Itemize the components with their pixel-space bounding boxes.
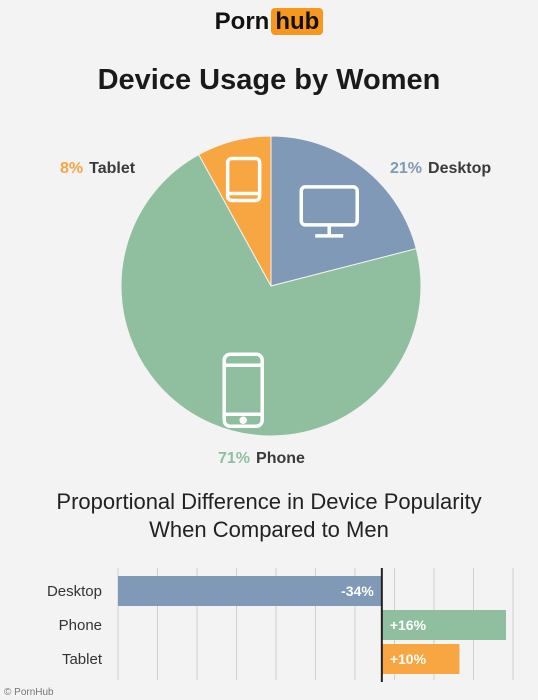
tablet-name: Tablet — [89, 160, 136, 177]
category-label-tablet: Tablet — [62, 651, 103, 668]
value-label-tablet: +10% — [390, 651, 427, 667]
phone-percent: 71% — [218, 450, 251, 467]
desktop-monitor-icon — [299, 185, 359, 238]
tablet-slice-label: 8% Tablet — [60, 160, 135, 178]
desktop-percent: 21% — [390, 160, 423, 177]
bar-phone — [381, 610, 506, 640]
watermark: © PornHub — [4, 687, 54, 698]
phone-name: Phone — [256, 450, 305, 467]
difference-bar-chart: Desktop -34% Phone +16% Tablet +10% — [47, 568, 514, 682]
tablet-icon — [225, 156, 262, 203]
category-label-phone: Phone — [59, 617, 102, 634]
logo-text-hub: hub — [271, 8, 324, 35]
bar-desktop — [118, 576, 382, 606]
value-label-phone: +16% — [390, 617, 427, 633]
logo-text-porn: Porn — [214, 8, 270, 35]
value-label-desktop: -34% — [341, 583, 374, 599]
desktop-slice-label: 21% Desktop — [390, 160, 491, 178]
phone-slice-label: 71% Phone — [218, 450, 305, 468]
bar-chart-title: Proportional Difference in Device Popula… — [0, 488, 538, 544]
phone-icon — [222, 352, 264, 428]
bar-tablet — [381, 644, 460, 674]
category-label-desktop: Desktop — [47, 583, 102, 600]
device-pie-chart — [120, 135, 422, 437]
pie-slice-desktop — [270, 135, 417, 287]
pie-slice-phone — [120, 153, 422, 437]
tablet-percent: 8% — [60, 160, 84, 177]
chart-title: Device Usage by Women — [97, 64, 441, 96]
pornhub-logo: Porn hub — [0, 8, 538, 36]
bar-chart-title-line2: When Compared to Men — [149, 517, 389, 542]
pie-slice-tablet — [198, 135, 272, 287]
bar-chart-title-line1: Proportional Difference in Device Popula… — [56, 489, 482, 514]
desktop-name: Desktop — [428, 160, 492, 177]
